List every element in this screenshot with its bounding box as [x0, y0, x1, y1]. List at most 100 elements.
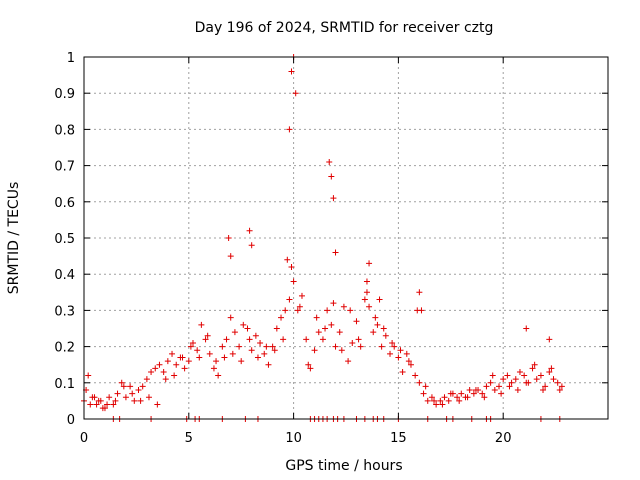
data-point	[296, 303, 303, 310]
data-point	[152, 365, 159, 372]
data-point	[556, 387, 563, 394]
data-point	[405, 358, 412, 365]
data-point	[424, 397, 431, 404]
data-point	[254, 354, 261, 361]
data-point	[506, 383, 513, 390]
data-point	[145, 394, 152, 401]
data-point	[531, 361, 538, 368]
data-point	[282, 307, 289, 314]
data-point	[326, 158, 333, 165]
data-point	[189, 339, 196, 346]
data-point	[523, 379, 530, 386]
data-point	[263, 343, 270, 350]
data-point	[171, 372, 178, 379]
y-tick-label: 0	[67, 413, 75, 428]
tick-layer: 00.10.20.30.40.50.60.70.80.910 5 10 15 20	[54, 51, 608, 446]
data-point	[93, 401, 100, 408]
data-point	[412, 372, 419, 379]
data-point	[257, 339, 264, 346]
data-point	[445, 397, 452, 404]
data-point	[206, 350, 213, 357]
data-point	[122, 394, 129, 401]
data-point	[470, 390, 477, 397]
y-tick-label: 0.6	[54, 196, 75, 211]
data-point	[366, 260, 373, 267]
data-point	[273, 325, 280, 332]
data-point	[221, 354, 228, 361]
data-point	[288, 263, 295, 270]
data-point	[227, 314, 234, 321]
data-point	[288, 68, 295, 75]
data-point	[332, 249, 339, 256]
data-point	[185, 358, 192, 365]
data-point	[416, 289, 423, 296]
data-point	[261, 350, 268, 357]
data-point	[447, 390, 454, 397]
data-point	[382, 332, 389, 339]
data-point	[87, 401, 94, 408]
x-tick-label: 20	[495, 431, 512, 446]
data-point	[512, 376, 519, 383]
data-point	[135, 387, 142, 394]
data-point	[481, 394, 488, 401]
data-point	[179, 354, 186, 361]
data-point	[181, 365, 188, 372]
data-point	[498, 390, 505, 397]
data-point	[546, 368, 553, 375]
data-point	[315, 329, 322, 336]
data-point	[173, 361, 180, 368]
data-point	[104, 401, 111, 408]
data-point	[162, 376, 169, 383]
data-point	[238, 358, 245, 365]
chart-title: Day 196 of 2024, SRMTID for receiver czt…	[195, 20, 494, 36]
data-point	[99, 405, 106, 412]
x-tick-label: 15	[390, 431, 407, 446]
data-point	[483, 383, 490, 390]
data-point	[204, 332, 211, 339]
data-point	[546, 336, 553, 343]
data-point	[428, 394, 435, 401]
x-tick-label: 0	[80, 431, 88, 446]
data-point	[213, 358, 220, 365]
data-point	[284, 256, 291, 263]
data-point	[416, 379, 423, 386]
data-point	[366, 303, 373, 310]
x-tick-label: 5	[185, 431, 193, 446]
data-point	[210, 365, 217, 372]
data-point	[112, 397, 119, 404]
data-point	[548, 365, 555, 372]
data-point	[298, 292, 305, 299]
data-point	[349, 339, 356, 346]
data-point	[202, 336, 209, 343]
data-point	[550, 376, 557, 383]
data-point	[223, 336, 230, 343]
data-point	[330, 195, 337, 202]
data-point	[131, 397, 138, 404]
data-point	[523, 325, 530, 332]
data-point	[355, 336, 362, 343]
data-point	[292, 90, 299, 97]
x-axis-label: GPS time / hours	[285, 458, 402, 474]
data-point	[137, 397, 144, 404]
y-axis-label: SRMTID / TECUs	[6, 182, 22, 295]
data-point	[198, 321, 205, 328]
data-point	[114, 390, 121, 397]
y-tick-label: 0.8	[54, 123, 75, 138]
data-point	[227, 253, 234, 260]
data-point	[225, 235, 232, 241]
data-point	[110, 401, 117, 408]
marker-layer	[81, 54, 565, 422]
data-point	[496, 383, 503, 390]
data-point	[129, 390, 136, 397]
data-point	[332, 343, 339, 350]
data-point	[313, 314, 320, 321]
data-point	[418, 307, 425, 314]
data-point	[391, 343, 398, 350]
data-point	[489, 372, 496, 379]
data-point	[554, 379, 561, 386]
y-tick-label: 0.2	[54, 341, 75, 356]
data-point	[340, 303, 347, 310]
data-point	[387, 350, 394, 357]
data-point	[542, 383, 549, 390]
